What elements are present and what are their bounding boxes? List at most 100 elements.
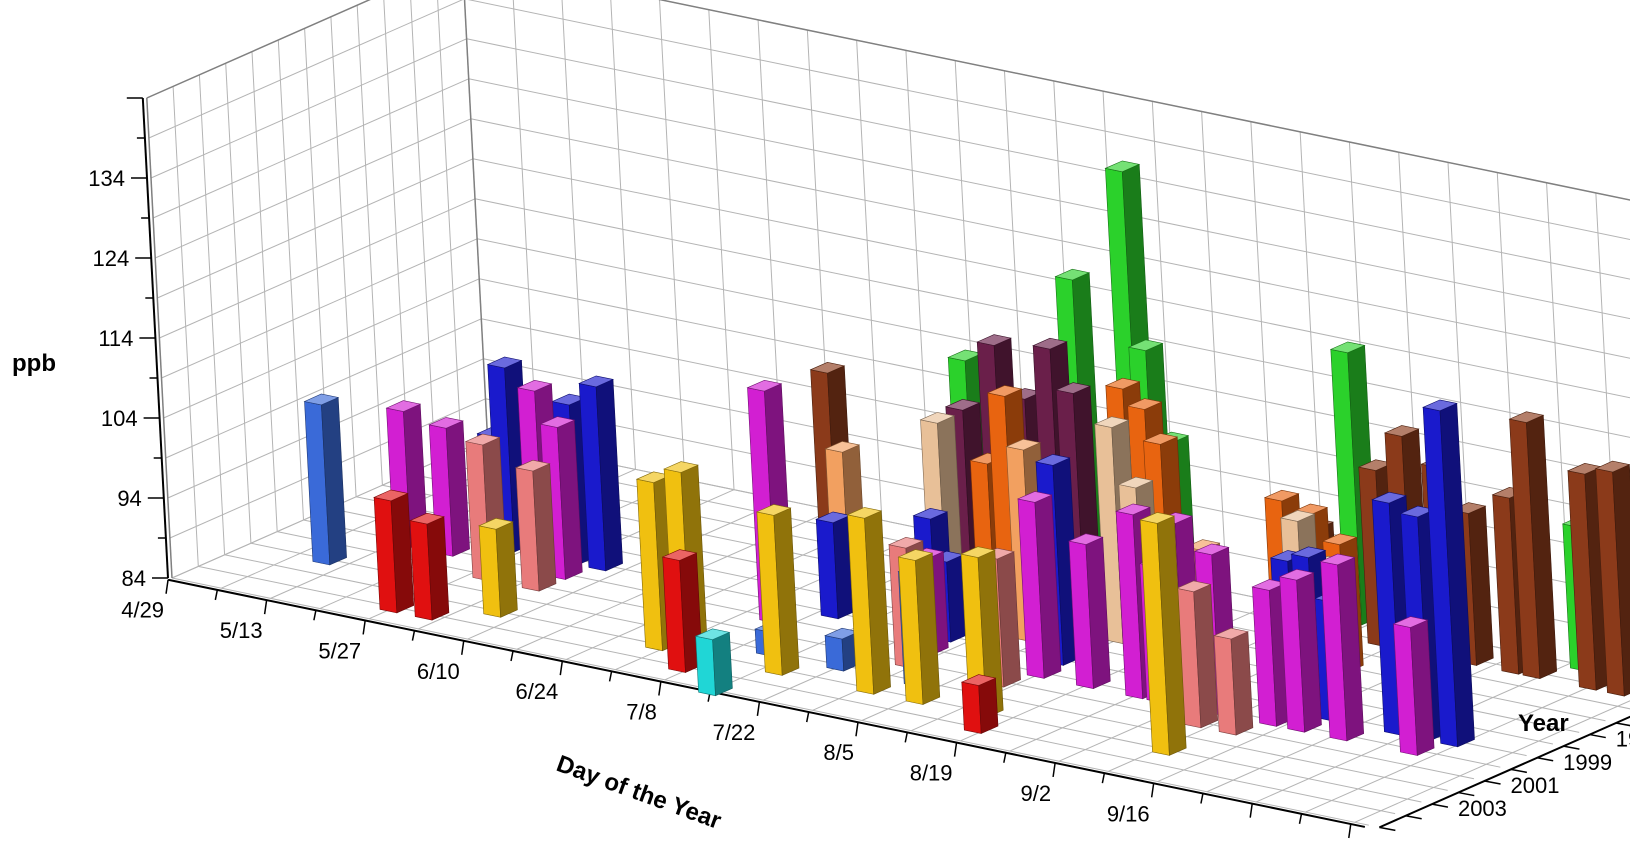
bar-front-face bbox=[961, 681, 982, 734]
bar-2001-135 bbox=[1213, 627, 1254, 736]
bar-top-face bbox=[486, 356, 523, 369]
z-axis-title: ppb bbox=[12, 350, 56, 377]
x-tick-mark bbox=[1101, 772, 1106, 784]
bar-top-face bbox=[912, 507, 949, 520]
x-tick-mark bbox=[559, 661, 564, 676]
back-wall-grid-line-z bbox=[468, 78, 1630, 320]
x-tick-label: 8/19 bbox=[910, 761, 953, 786]
z-tick-label: 84 bbox=[122, 566, 146, 591]
bar-top-face bbox=[1032, 337, 1068, 350]
z-tick-label: 94 bbox=[117, 486, 141, 511]
bar-side-face bbox=[712, 631, 733, 697]
bar-top-face bbox=[1184, 539, 1221, 551]
left-wall-grid-line-z bbox=[157, 158, 474, 299]
bar-top-face bbox=[1055, 382, 1091, 394]
bar-top-face bbox=[1068, 533, 1104, 545]
bar-front-face bbox=[695, 635, 716, 697]
back-wall-grid-line-z bbox=[659, 0, 1630, 201]
x-tick-mark bbox=[510, 650, 514, 662]
left-wall-grid-line-z bbox=[152, 78, 469, 219]
x-tick-label: 6/24 bbox=[515, 679, 558, 704]
bar-top-face bbox=[409, 512, 445, 525]
y-tick-label: 2003 bbox=[1458, 796, 1507, 821]
bar-top-face bbox=[1126, 398, 1163, 410]
bar-top-face bbox=[1319, 553, 1356, 566]
x-tick-mark bbox=[1200, 793, 1204, 804]
bar-2000-104 bbox=[1017, 491, 1062, 679]
bar-top-face bbox=[755, 504, 792, 516]
x-tick-label: 5/13 bbox=[220, 618, 263, 643]
left-wall-grid-line-y bbox=[437, 0, 462, 451]
bar-top-face bbox=[539, 416, 576, 428]
bar-2003-38 bbox=[478, 517, 518, 618]
bar-top-face bbox=[986, 385, 1023, 397]
bar-2000-147 bbox=[1319, 553, 1365, 742]
x-tick-label: 5/27 bbox=[318, 638, 361, 663]
left-wall-grid-line-z bbox=[148, 0, 464, 139]
bar-2004-110 bbox=[960, 674, 999, 734]
x-tick-mark bbox=[362, 620, 366, 635]
x-axis-title: Day of the Year bbox=[553, 750, 725, 835]
y-tick-label: 1999 bbox=[1563, 750, 1612, 775]
bar-top-face bbox=[976, 334, 1012, 346]
bar-2003-133 bbox=[1139, 512, 1187, 756]
bar-top-face bbox=[1279, 510, 1316, 522]
x-axis-line bbox=[167, 578, 1366, 828]
x-tick-label: 7/22 bbox=[713, 720, 756, 745]
bar-top-face bbox=[516, 379, 553, 392]
bar-2004-32 bbox=[409, 512, 450, 621]
left-wall-grid-line-z bbox=[161, 238, 478, 379]
x-tick-mark bbox=[953, 742, 958, 757]
bar-top-face bbox=[478, 517, 514, 530]
bar-top-face bbox=[1017, 491, 1053, 503]
back-wall-grid-line-z bbox=[467, 0, 1630, 241]
bar-1999-38 bbox=[578, 375, 623, 572]
y-tick-mark bbox=[1537, 757, 1554, 762]
x-tick-mark bbox=[756, 701, 761, 716]
y-tick-mark bbox=[1615, 722, 1630, 727]
frame-edge bbox=[146, 97, 173, 579]
bar-top-face bbox=[809, 361, 846, 374]
bar-top-face bbox=[1093, 416, 1130, 428]
bar-top-face bbox=[1422, 399, 1458, 412]
axis-layer bbox=[126, 97, 1630, 839]
bar-2000-157 bbox=[1392, 616, 1435, 756]
x-tick-mark bbox=[658, 681, 662, 696]
bar-top-face bbox=[514, 459, 551, 472]
bar-top-face bbox=[373, 489, 409, 502]
x-tick-mark bbox=[608, 671, 613, 682]
back-wall-grid-line-z bbox=[470, 118, 1630, 359]
bar-2001-36 bbox=[514, 459, 557, 592]
bar-top-face bbox=[1508, 411, 1545, 423]
bar-2003-91 bbox=[846, 507, 891, 695]
bar-top-face bbox=[846, 507, 883, 519]
y-tick-label: 1997 bbox=[1616, 727, 1630, 752]
bar-top-face bbox=[1321, 533, 1358, 546]
bar-top-face bbox=[1278, 568, 1315, 581]
bar-top-face bbox=[1117, 476, 1154, 489]
bar-top-face bbox=[385, 400, 422, 412]
z-tick-label: 104 bbox=[101, 406, 138, 431]
label-layer: 4/29 5/13 5/27 6/10 6/24 7/8 7/22 8/5 8/19 9/2 9/1… bbox=[88, 166, 1630, 826]
bar-top-face bbox=[824, 441, 861, 453]
bar-top-face bbox=[1054, 268, 1091, 281]
bar-1994-152 bbox=[1508, 411, 1558, 680]
bar-2004-27 bbox=[373, 489, 415, 614]
frame-edge bbox=[146, 0, 1630, 201]
z-tick-label: 124 bbox=[92, 246, 129, 271]
bar-top-face bbox=[694, 628, 731, 641]
bar-top-face bbox=[960, 546, 996, 558]
bar-2005-76 bbox=[694, 628, 733, 697]
bar-2000-111 bbox=[1068, 533, 1111, 690]
y-tick-mark bbox=[1484, 780, 1501, 785]
left-wall-grid-line-z bbox=[165, 318, 482, 459]
bar-top-face bbox=[1005, 438, 1042, 451]
bar-top-face bbox=[1115, 503, 1151, 516]
y-tick-mark bbox=[1563, 745, 1580, 750]
x-tick-mark bbox=[460, 640, 465, 655]
floor-grid-line-y bbox=[171, 577, 1369, 826]
x-tick-mark bbox=[214, 589, 219, 601]
bar-top-face bbox=[1263, 489, 1300, 502]
bar-top-face bbox=[1193, 543, 1230, 556]
